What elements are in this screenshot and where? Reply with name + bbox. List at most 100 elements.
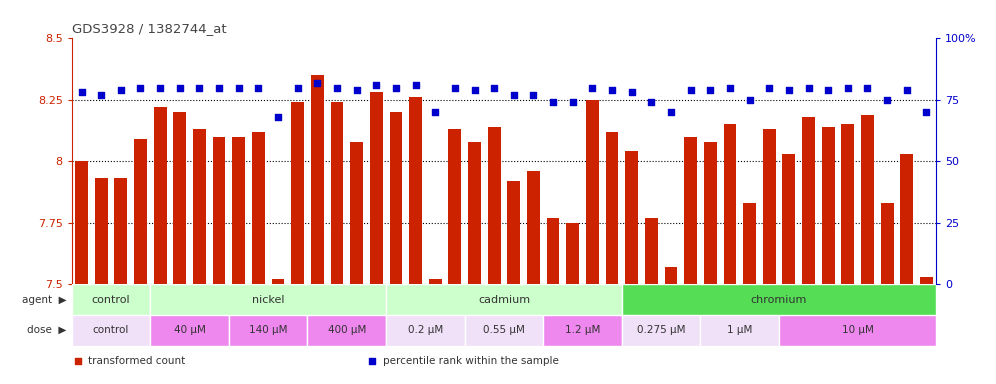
Point [74,89,90,96]
Point [643,99,659,105]
Point [722,84,738,91]
Text: 0.275 μM: 0.275 μM [636,325,685,335]
Point [879,97,895,103]
Point [821,87,837,93]
Text: chromium: chromium [751,295,807,305]
Bar [331,102,344,284]
Text: GDS3928 / 1382744_at: GDS3928 / 1382744_at [72,22,226,35]
Point [329,84,345,91]
Text: cadmium: cadmium [478,295,530,305]
Point [604,87,620,93]
Point [447,84,463,91]
Bar [645,218,657,284]
Point [682,87,698,93]
Point [742,97,758,103]
Point [365,358,380,364]
Bar [920,277,933,284]
Point [623,89,639,96]
Bar [468,142,481,284]
Bar [684,137,697,284]
Point [545,99,561,105]
Text: 1.2 μM: 1.2 μM [565,325,601,335]
Point [407,82,423,88]
Point [250,84,266,91]
Bar [622,315,700,346]
Text: 1 μM: 1 μM [727,325,752,335]
Bar [150,284,386,315]
Bar [488,127,501,284]
Bar [370,93,382,284]
Point [290,84,306,91]
Text: nickel: nickel [252,295,285,305]
Bar [743,203,756,284]
Text: 0.55 μM: 0.55 μM [483,325,525,335]
Bar [448,129,461,284]
Point [310,79,326,86]
Bar [507,181,520,284]
Point [113,87,128,93]
Bar [783,154,795,284]
Bar [723,124,736,284]
Bar [862,114,873,284]
Bar [153,107,166,284]
Point [898,87,914,93]
Text: dose  ▶: dose ▶ [27,325,67,335]
Bar [386,284,622,315]
Point [466,87,482,93]
Point [388,84,404,91]
Point [70,358,86,364]
Bar [232,137,245,284]
Text: percentile rank within the sample: percentile rank within the sample [383,356,559,366]
Bar [115,179,127,284]
Text: control: control [92,295,130,305]
Bar [880,203,893,284]
Bar [802,117,815,284]
Bar [291,102,304,284]
Bar [389,112,402,284]
Point [840,84,856,91]
Bar [134,139,146,284]
Point [486,84,502,91]
Point [702,87,718,93]
Text: 400 μM: 400 μM [328,325,366,335]
Bar [311,75,324,284]
Text: 0.2 μM: 0.2 μM [407,325,443,335]
Bar [173,112,186,284]
Bar [586,100,599,284]
Bar [95,179,108,284]
Text: 10 μM: 10 μM [842,325,873,335]
Bar [527,171,540,284]
Point [231,84,247,91]
Bar [700,315,779,346]
Point [152,84,168,91]
Bar [409,98,422,284]
Point [918,109,934,115]
Bar [72,315,150,346]
Bar [351,142,363,284]
Bar [622,284,936,315]
Point [132,84,148,91]
Point [506,92,522,98]
Text: agent  ▶: agent ▶ [22,295,67,305]
Point [94,92,110,98]
Bar [704,142,717,284]
Point [663,109,679,115]
Point [211,84,227,91]
Bar [547,218,560,284]
Point [565,99,581,105]
Bar [386,315,465,346]
Bar [900,154,913,284]
Point [526,92,542,98]
Bar [308,315,386,346]
Bar [213,137,225,284]
Point [349,87,365,93]
Bar [664,267,677,284]
Point [585,84,601,91]
Point [801,84,817,91]
Bar [567,223,579,284]
Bar [465,315,543,346]
Bar [193,129,206,284]
Bar [822,127,835,284]
Point [761,84,777,91]
Bar [779,315,936,346]
